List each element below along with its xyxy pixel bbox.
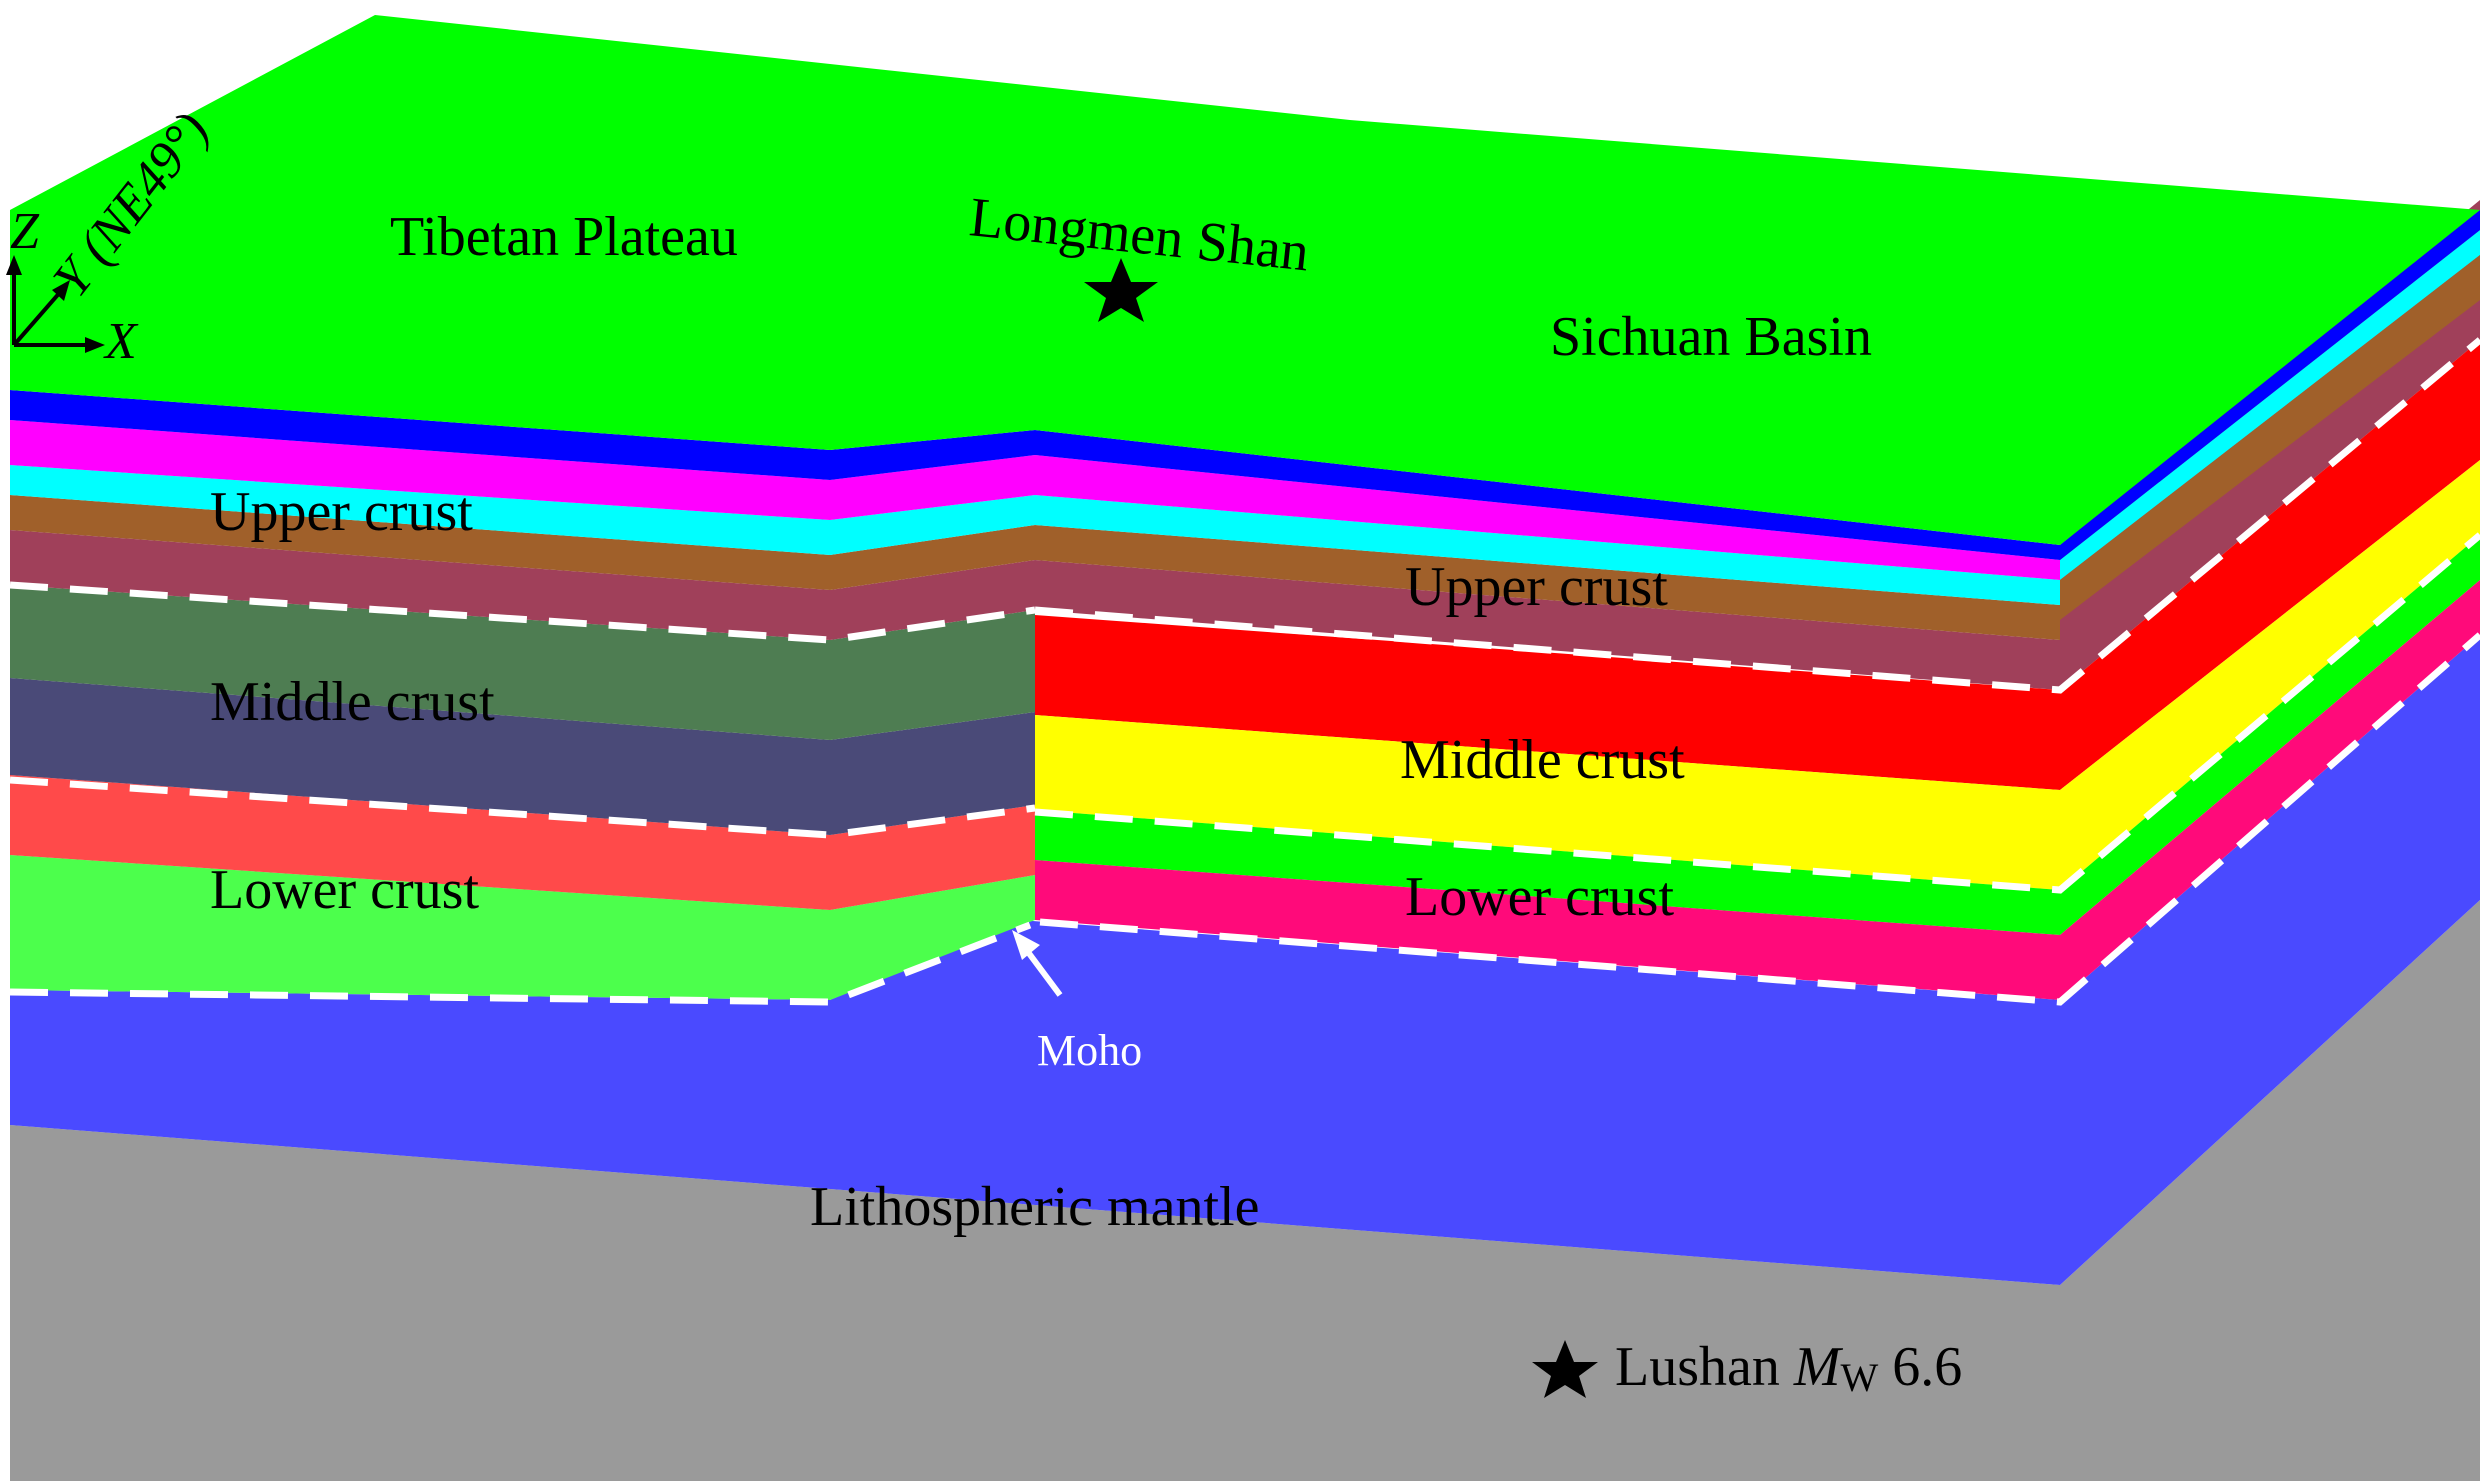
side-middle-yellow: [2060, 460, 2480, 890]
right-lower-crust-1: [1035, 810, 2060, 935]
axis-y-arrowhead: [52, 280, 70, 301]
label-sichuan-basin: Sichuan Basin: [1550, 306, 1872, 368]
left-middle-crust-1: [10, 585, 1035, 740]
label-middle-crust-left: Middle crust: [210, 671, 495, 733]
mantle-front: [10, 920, 2060, 1285]
legend-m: M: [1793, 1336, 1844, 1398]
axis-z-arrowhead: [6, 255, 22, 275]
legend-lushan-label: Lushan MW 6.6: [1615, 1336, 1962, 1400]
side-upper-brown: [2060, 255, 2480, 620]
label-middle-crust-right: Middle crust: [1400, 729, 1685, 791]
left-upper-crust-2: [10, 420, 2060, 580]
axis-x-arrowhead: [85, 337, 105, 353]
left-upper-crust-1: [10, 390, 2060, 560]
epicenter-star-icon: [1084, 258, 1158, 322]
label-lithospheric-mantle: Lithospheric mantle: [810, 1176, 1259, 1238]
right-middle-crust-1: [1035, 615, 2060, 790]
label-lower-crust-left: Lower crust: [210, 859, 479, 921]
moho-arrow-line: [1022, 946, 1063, 997]
legend-prefix: Lushan: [1615, 1336, 1794, 1398]
top-surface: [10, 15, 2480, 545]
side-lower-pink: [2060, 580, 2480, 1000]
left-upper-crust-3: [10, 465, 2060, 605]
axis-x-label: X: [103, 313, 139, 370]
right-lower-crust-2: [1035, 860, 2060, 1000]
label-upper-crust-right: Upper crust: [1405, 556, 1668, 618]
label-lower-crust-right: Lower crust: [1405, 866, 1674, 928]
left-lower-crust-2: [10, 855, 1035, 1000]
boundary-middle-right: [1034, 532, 2480, 894]
moho-left: [9, 921, 1032, 1006]
right-middle-crust-2: [1035, 715, 2060, 890]
label-tibetan-plateau: Tibetan Plateau: [390, 206, 738, 268]
left-middle-crust-2: [10, 678, 1035, 835]
side-lower-green: [2060, 535, 2480, 935]
boundary-upper-right: [1034, 337, 2480, 694]
asthenosphere-side: [2060, 900, 2480, 1481]
side-middle-red: [2060, 340, 2480, 790]
axis-z-label: Z: [10, 203, 40, 260]
axes-indicator: [12, 268, 95, 347]
moho-arrow-head: [1012, 930, 1040, 960]
mantle-side: [2060, 635, 2480, 1285]
left-lower-crust-1: [10, 775, 1035, 910]
side-upper-cyan: [2060, 230, 2480, 580]
legend-sub: W: [1841, 1355, 1879, 1400]
boundary-middle-left: [9, 776, 1036, 839]
label-upper-crust-left: Upper crust: [210, 481, 473, 543]
legend-value: 6.6: [1878, 1336, 1962, 1398]
moho-right: [1039, 632, 2480, 1006]
side-upper-blue: [2060, 210, 2480, 560]
legend-star-icon: [1532, 1340, 1598, 1398]
boundary-upper-left: [9, 581, 1036, 644]
label-moho: Moho: [1037, 1026, 1142, 1075]
